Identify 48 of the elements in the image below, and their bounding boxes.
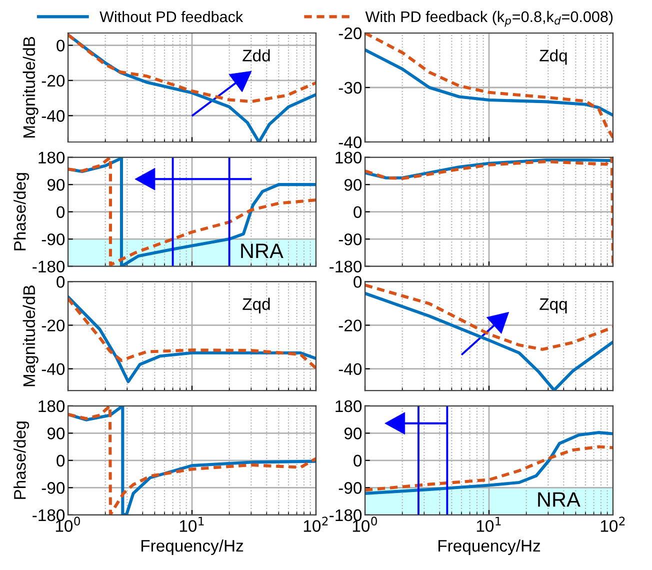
- y-tick-label: 0: [354, 454, 362, 467]
- y-tick-label: -90: [338, 233, 362, 246]
- y-tick-label: 90: [344, 428, 362, 440]
- y-axis-title: Magnitude/dB: [22, 36, 38, 138]
- x-tick-label: 10$^{1}$: [476, 516, 501, 532]
- legend-label: With PD feedback (k$_{p}$=0.8,k$_{d}$=0.008): [365, 10, 613, 27]
- y-tick-label: -20: [42, 320, 65, 332]
- y-tick-label: -30: [338, 82, 362, 94]
- y-tick-label: 180: [336, 152, 362, 164]
- annotation: Zqd: [242, 298, 270, 314]
- y-tick-label: 180: [336, 400, 362, 412]
- band-label: NRA: [241, 244, 284, 258]
- y-axis-title: Magnitude/dB: [22, 286, 38, 386]
- y-tick-label: -40: [42, 110, 65, 122]
- annotation: Zqq: [540, 298, 567, 314]
- y-tick-label: -20: [42, 74, 65, 87]
- y-tick-label: -180: [32, 260, 65, 273]
- y-tick-label: 0: [56, 276, 65, 288]
- y-tick-label: -40: [338, 136, 362, 148]
- legend-label: Without PD feedback: [100, 10, 244, 22]
- y-tick-label: 180: [38, 152, 65, 164]
- y-tick-label: -90: [42, 482, 65, 494]
- y-tick-label: -90: [42, 233, 65, 246]
- y-tick-label: 0: [56, 454, 65, 467]
- y-axis-title: Phase/deg: [14, 422, 30, 499]
- y-tick-label: 90: [47, 428, 65, 440]
- annotation: Zdq: [540, 49, 567, 65]
- y-tick-label: -40: [338, 363, 362, 376]
- x-tick-label: 10$^{2}$: [304, 516, 328, 532]
- band-label: NRA: [538, 492, 580, 507]
- y-tick-label: 180: [38, 400, 65, 412]
- x-axis-title: Frequency/Hz: [438, 539, 540, 555]
- x-tick-label: 10$^{2}$: [600, 516, 625, 532]
- y-tick-label: -180: [330, 260, 362, 273]
- y-tick-label: -90: [338, 482, 362, 494]
- y-tick-label: 0: [354, 276, 362, 288]
- y-tick-label: 0: [354, 206, 362, 218]
- y-tick-label: 90: [344, 178, 362, 191]
- x-tick-label: 10$^{1}$: [180, 516, 204, 532]
- x-axis-title: Frequency/Hz: [142, 539, 244, 555]
- y-axis-title: Phase/deg: [14, 173, 30, 250]
- y-tick-label: 90: [47, 178, 65, 191]
- annotation: Zdd: [242, 49, 270, 62]
- y-tick-label: -20: [338, 320, 362, 332]
- y-tick-label: 0: [56, 206, 65, 218]
- y-tick-label: -40: [42, 363, 65, 376]
- y-tick-label: -20: [338, 27, 362, 40]
- y-tick-label: 0: [56, 40, 65, 52]
